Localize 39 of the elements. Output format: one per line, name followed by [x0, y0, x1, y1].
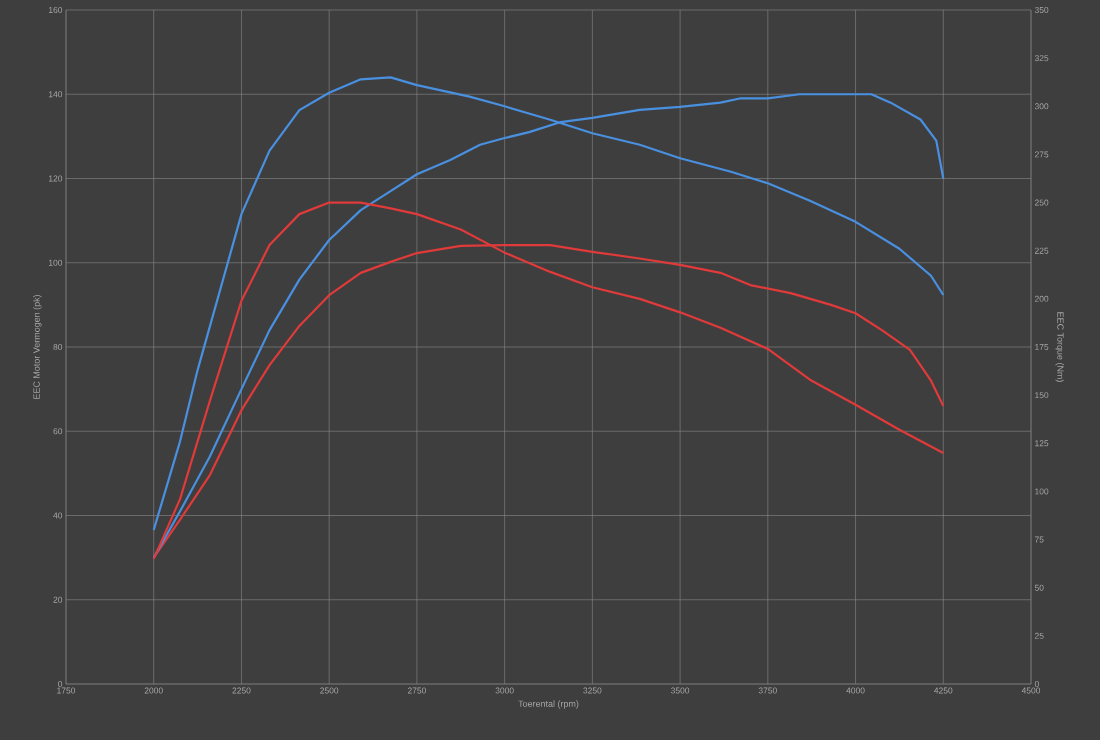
y2-tick-label: 225	[1034, 247, 1049, 254]
x-tick-label: 3250	[583, 687, 602, 694]
x-tick-label: 2750	[407, 687, 426, 694]
y-tick-label: 20	[53, 596, 63, 603]
y-tick-label: 160	[48, 7, 63, 13]
y-tick-label: 40	[53, 512, 63, 519]
y-tick-label: 120	[48, 175, 63, 182]
x-tick-label: 3750	[758, 687, 777, 694]
y2-tick-label: 50	[1034, 584, 1044, 591]
y-tick-label: 60	[53, 428, 63, 435]
y2-tick-label: 75	[1034, 536, 1044, 543]
x-axis-title: Toerental (rpm)	[518, 700, 579, 709]
y2-tick-label: 125	[1035, 440, 1049, 447]
y2-tick-label: 150	[1035, 392, 1049, 399]
y2-tick-label: 325	[1034, 55, 1049, 62]
x-tick-label: 3000	[495, 687, 514, 694]
x-tick-label: 1750	[57, 687, 76, 694]
y2-axis-title: EEC Torque (Nm)	[1055, 312, 1064, 382]
y2-tick-label: 250	[1034, 199, 1049, 206]
y-tick-label: 100	[48, 259, 63, 266]
y2-tick-label: 350	[1034, 7, 1049, 13]
y2-tick-label: 0	[1034, 681, 1039, 687]
x-tick-label: 2500	[320, 687, 339, 694]
x-tick-label: 4000	[846, 687, 865, 694]
y2-tick-label: 175	[1035, 344, 1049, 350]
y2-tick-label: 300	[1034, 103, 1049, 110]
y2-tick-label: 100	[1035, 488, 1049, 495]
x-tick-label: 2000	[144, 687, 163, 694]
y2-tick-label: 25	[1034, 632, 1044, 639]
x-tick-label: 3500	[671, 687, 690, 694]
y-tick-label: 80	[53, 344, 63, 350]
x-tick-label: 4500	[1021, 687, 1041, 694]
y2-tick-label: 275	[1034, 151, 1049, 158]
y-tick-label: 140	[48, 91, 63, 98]
y-tick-label: 0	[58, 681, 63, 687]
x-tick-label: 2250	[232, 687, 251, 694]
y-axis-title: EEC Motor Vermogen (pk)	[33, 294, 42, 399]
x-tick-label: 4250	[934, 687, 953, 694]
y2-tick-label: 200	[1034, 295, 1049, 302]
